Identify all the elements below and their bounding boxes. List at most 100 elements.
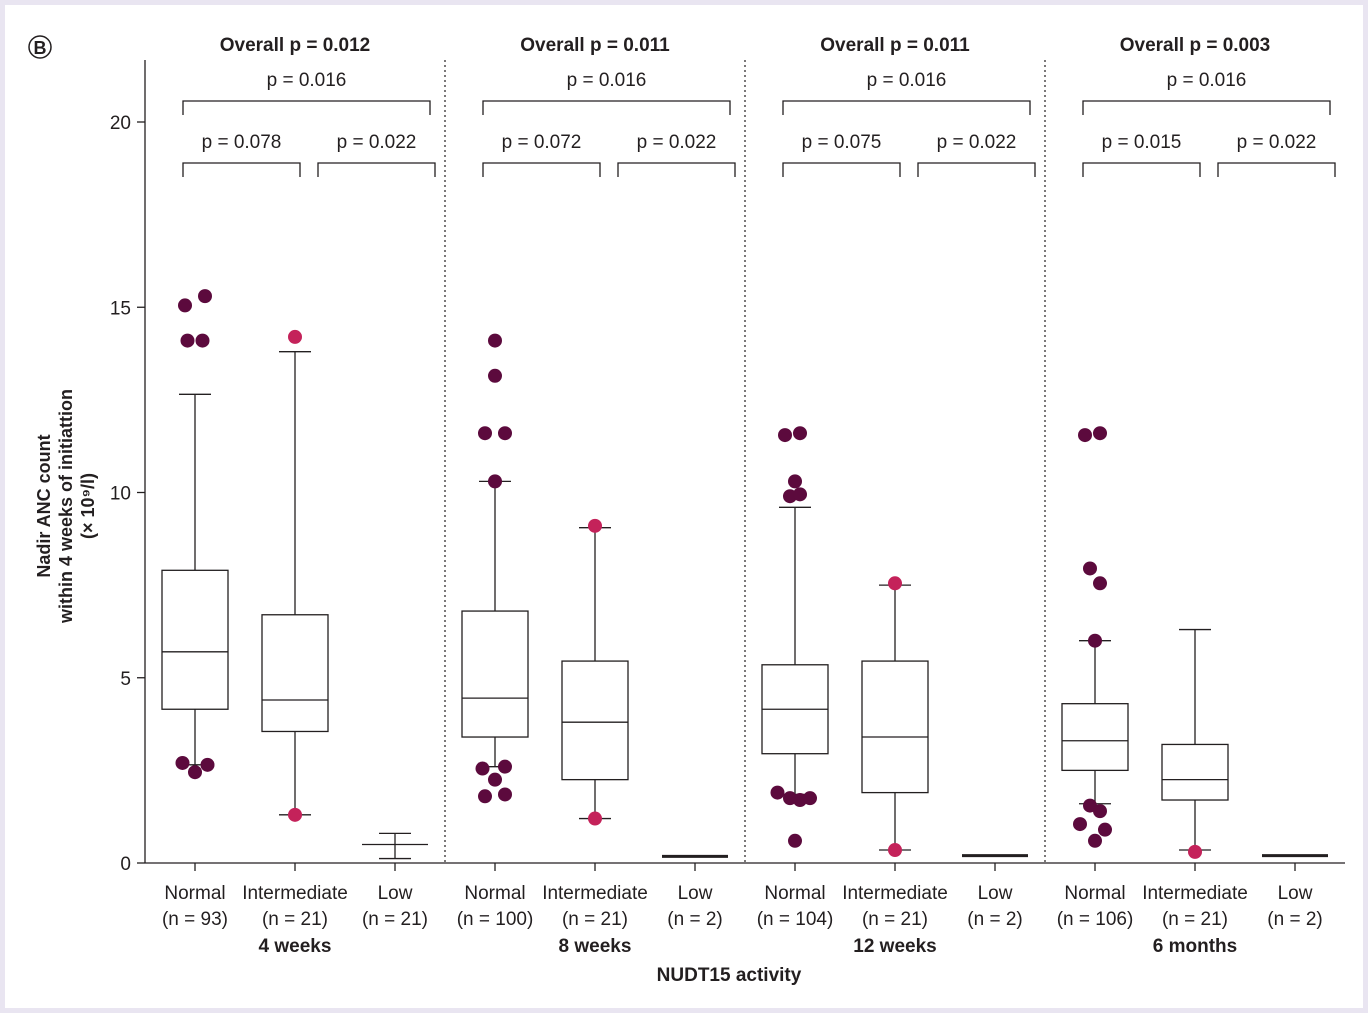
box-iqr bbox=[1061, 703, 1129, 772]
outlier-point bbox=[188, 765, 202, 780]
y-tick-label: 15 bbox=[110, 298, 131, 319]
significance-bracket bbox=[617, 162, 736, 177]
outlier-point bbox=[478, 789, 492, 804]
outlier-point bbox=[1093, 804, 1107, 819]
group-n-label: (n = 21) bbox=[362, 909, 428, 930]
p-value-label: p = 0.022 bbox=[337, 132, 417, 153]
timepoint-label: 4 weeks bbox=[259, 936, 332, 957]
group-name-label: Normal bbox=[164, 883, 225, 904]
group-n-label: (n = 21) bbox=[262, 909, 328, 930]
outlier-point bbox=[770, 785, 785, 800]
panel-label-circle bbox=[28, 35, 52, 59]
outlier-point bbox=[200, 757, 215, 772]
significance-bracket bbox=[917, 162, 1036, 177]
box-iqr bbox=[1161, 743, 1229, 801]
box-iqr bbox=[161, 569, 229, 710]
overall-p-label: Overall p = 0.003 bbox=[1120, 35, 1271, 56]
outlier-point bbox=[175, 755, 190, 770]
outlier-point bbox=[1088, 833, 1102, 848]
outlier-point bbox=[1098, 822, 1112, 837]
figure-panel: B Nadir ANC count within 4 weeks of init… bbox=[5, 5, 1363, 1008]
y-tick-label: 10 bbox=[110, 484, 131, 505]
outlier-point bbox=[288, 329, 302, 344]
outlier-point bbox=[498, 787, 512, 802]
significance-bracket bbox=[482, 100, 731, 115]
group-n-label: (n = 104) bbox=[757, 909, 834, 930]
p-value-label: p = 0.016 bbox=[267, 70, 347, 91]
y-tick-label: 0 bbox=[120, 854, 131, 875]
group-n-label: (n = 2) bbox=[967, 909, 1022, 930]
outlier-point bbox=[888, 576, 902, 591]
group-n-label: (n = 100) bbox=[457, 909, 534, 930]
outlier-point bbox=[488, 474, 502, 489]
outlier-point bbox=[498, 759, 512, 774]
p-value-label: p = 0.016 bbox=[567, 70, 647, 91]
group-name-label: Low bbox=[378, 883, 413, 904]
significance-bracket bbox=[1082, 162, 1201, 177]
outlier-point bbox=[198, 289, 212, 304]
outlier-point bbox=[588, 811, 602, 826]
y-tick-label: 5 bbox=[120, 669, 131, 690]
outlier-point bbox=[180, 333, 195, 348]
outlier-point bbox=[788, 833, 802, 848]
p-value-label: p = 0.022 bbox=[937, 132, 1017, 153]
y-axis-title-line-1: Nadir ANC count bbox=[34, 434, 54, 577]
outlier-point bbox=[888, 843, 902, 858]
outlier-point bbox=[1093, 426, 1107, 441]
outlier-point bbox=[178, 298, 192, 313]
x-axis-title: NUDT15 activity bbox=[657, 965, 802, 986]
outlier-point bbox=[488, 368, 502, 383]
significance-bracket bbox=[182, 162, 301, 177]
box-iqr bbox=[261, 614, 329, 733]
box-plot-chart: B Nadir ANC count within 4 weeks of init… bbox=[28, 35, 1345, 986]
overall-p-label: Overall p = 0.011 bbox=[520, 35, 670, 56]
outlier-point bbox=[195, 333, 210, 348]
y-axis-title-line-3: (× 10⁹/l) bbox=[78, 473, 98, 539]
p-value-label: p = 0.016 bbox=[1167, 70, 1247, 91]
group-n-label: (n = 93) bbox=[162, 909, 228, 930]
p-value-label: p = 0.022 bbox=[637, 132, 717, 153]
p-value-label: p = 0.078 bbox=[202, 132, 282, 153]
outlier-point bbox=[488, 333, 502, 348]
group-n-label: (n = 21) bbox=[1162, 909, 1228, 930]
group-name-label: Intermediate bbox=[1142, 883, 1248, 904]
overall-p-label: Overall p = 0.012 bbox=[220, 35, 371, 56]
significance-bracket bbox=[182, 100, 431, 115]
y-axis-title-line-2: within 4 weeks of initiattion bbox=[56, 389, 76, 624]
y-axis-title: Nadir ANC count within 4 weeks of initia… bbox=[34, 389, 98, 624]
outlier-point bbox=[778, 428, 792, 443]
outlier-point bbox=[1078, 428, 1092, 443]
significance-bracket bbox=[1217, 162, 1336, 177]
group-n-label: (n = 21) bbox=[562, 909, 628, 930]
outlier-point bbox=[1083, 561, 1097, 576]
timepoint-label: 6 months bbox=[1153, 936, 1237, 957]
p-value-label: p = 0.022 bbox=[1237, 132, 1317, 153]
significance-bracket bbox=[1082, 100, 1331, 115]
box-iqr bbox=[561, 660, 629, 781]
outlier-point bbox=[1093, 576, 1107, 591]
y-tick-label: 20 bbox=[110, 113, 131, 134]
group-name-label: Normal bbox=[1064, 883, 1125, 904]
outlier-point bbox=[1188, 844, 1202, 859]
p-value-label: p = 0.015 bbox=[1102, 132, 1182, 153]
group-n-label: (n = 2) bbox=[1267, 909, 1322, 930]
significance-bracket bbox=[782, 100, 1031, 115]
group-name-label: Normal bbox=[764, 883, 825, 904]
outlier-point bbox=[288, 807, 302, 822]
outlier-point bbox=[1073, 817, 1087, 832]
significance-bracket bbox=[317, 162, 436, 177]
overall-p-label: Overall p = 0.011 bbox=[820, 35, 970, 56]
significance-bracket bbox=[482, 162, 601, 177]
outlier-point bbox=[478, 426, 492, 441]
box-iqr bbox=[461, 610, 529, 738]
box-iqr bbox=[861, 660, 929, 794]
p-value-label: p = 0.072 bbox=[502, 132, 582, 153]
outlier-point bbox=[588, 518, 602, 533]
timepoint-label: 12 weeks bbox=[853, 936, 936, 957]
timepoint-label: 8 weeks bbox=[559, 936, 632, 957]
group-name-label: Low bbox=[1278, 883, 1313, 904]
group-n-label: (n = 2) bbox=[667, 909, 722, 930]
outlier-point bbox=[793, 487, 807, 502]
outlier-point bbox=[803, 791, 817, 806]
p-value-label: p = 0.016 bbox=[867, 70, 947, 91]
